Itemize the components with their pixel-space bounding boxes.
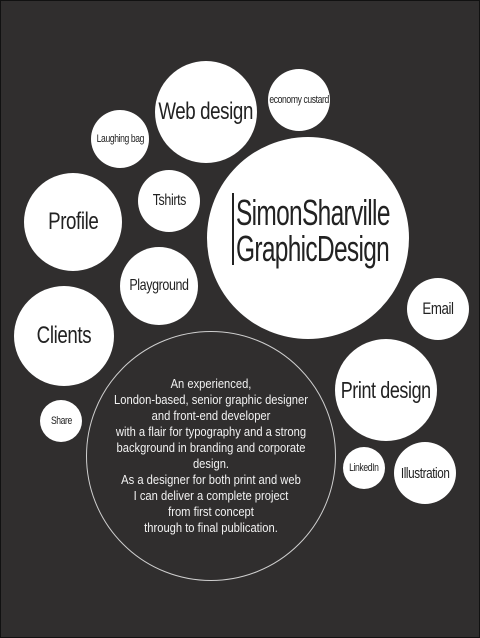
share-label: Share: [50, 415, 72, 427]
brand-name: SimonSharville: [236, 192, 390, 233]
intro-circle: An experienced, London-based, senior gra…: [86, 331, 336, 581]
clients-label: Clients: [36, 322, 92, 349]
email-label: Email: [422, 299, 454, 318]
intro-text: An experienced, London-based, senior gra…: [114, 376, 308, 535]
laughing-bag-label: Laughing bag: [96, 133, 144, 145]
playground-label: Playground: [129, 277, 189, 294]
laughing-bag-link[interactable]: Laughing bag: [91, 110, 149, 168]
illustration-label: Illustration: [400, 464, 450, 482]
web-design-link[interactable]: Web design: [155, 61, 257, 163]
tshirts-link[interactable]: Tshirts: [138, 170, 200, 232]
print-design-label: Print design: [340, 376, 432, 403]
email-link[interactable]: Email: [407, 278, 469, 340]
economy-custard-link[interactable]: economy custard: [268, 69, 330, 131]
economy-custard-label: economy custard: [269, 94, 329, 106]
playground-link[interactable]: Playground: [120, 247, 198, 325]
brand-tagline: GraphicDesign: [236, 228, 390, 269]
linkedin-label: LinkedIn: [349, 462, 379, 474]
web-design-label: Web design: [158, 98, 254, 125]
illustration-link[interactable]: Illustration: [394, 442, 456, 504]
brand-divider: [232, 193, 234, 265]
profile-link[interactable]: Profile: [24, 173, 122, 271]
share-link[interactable]: Share: [40, 400, 82, 442]
linkedin-link[interactable]: LinkedIn: [343, 447, 385, 489]
print-design-link[interactable]: Print design: [335, 339, 437, 441]
tshirts-label: Tshirts: [152, 192, 186, 209]
brand-circle[interactable]: SimonSharville GraphicDesign: [207, 137, 409, 339]
clients-link[interactable]: Clients: [14, 286, 114, 386]
profile-label: Profile: [47, 208, 99, 235]
